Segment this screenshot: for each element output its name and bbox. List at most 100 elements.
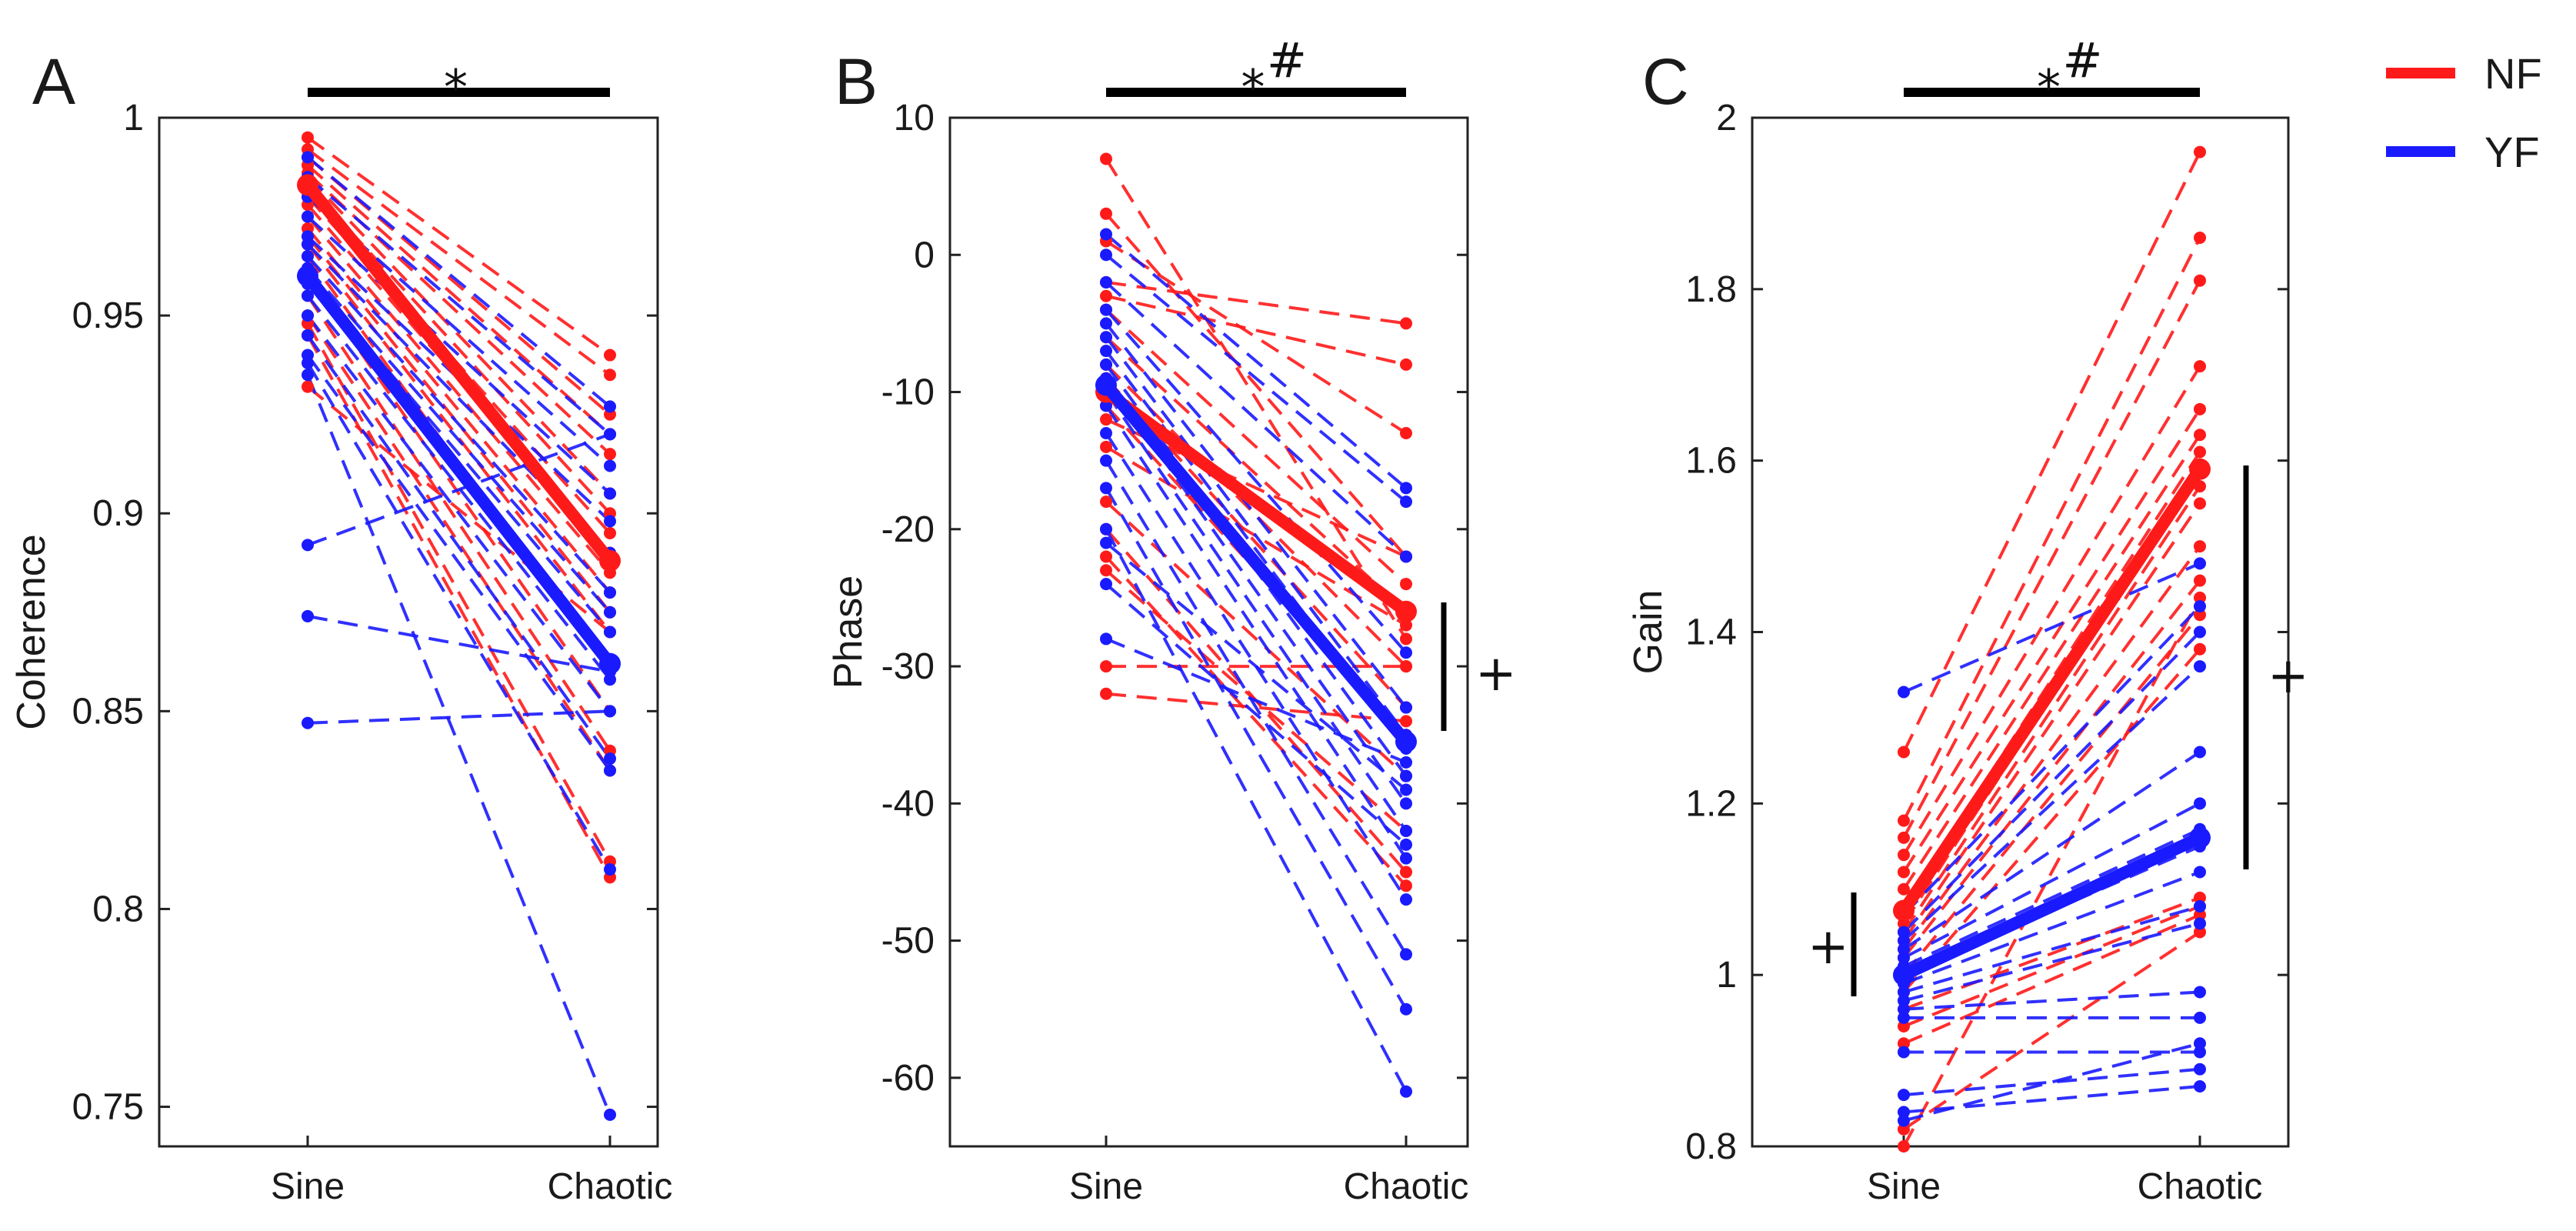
y-axis-label: Phase xyxy=(826,575,871,689)
subject-line-nf xyxy=(306,148,612,376)
subject-line-nf xyxy=(306,175,612,495)
subject-point-yf xyxy=(604,586,616,599)
subject-line-yf xyxy=(1903,870,2201,986)
subject-point-yf xyxy=(1898,994,1910,1007)
subject-point-yf xyxy=(1400,838,1412,851)
subject-point-nf xyxy=(604,349,616,362)
y-tick-label: 1 xyxy=(123,98,144,138)
subject-point-nf xyxy=(1400,427,1412,440)
subject-point-yf xyxy=(604,626,616,639)
subject-point-nf xyxy=(1400,358,1412,371)
subject-point-yf xyxy=(1898,942,1910,956)
subject-point-nf xyxy=(604,526,616,539)
subject-point-nf xyxy=(2194,926,2206,939)
subject-point-yf xyxy=(1100,228,1112,241)
subject-point-yf xyxy=(1898,1114,1910,1127)
subject-point-nf xyxy=(1898,831,1910,844)
subject-point-nf xyxy=(1400,578,1412,591)
subject-line-yf xyxy=(306,175,612,435)
subject-point-yf xyxy=(1100,303,1112,316)
subject-point-yf xyxy=(1100,345,1112,358)
subject-point-yf xyxy=(2194,746,2206,759)
subject-point-yf xyxy=(2194,986,2206,999)
subject-point-yf xyxy=(604,605,616,619)
panel-C: 0.8 1 1.2 1.4 1.6 1.8 2 Sine Chaotic Gain C * # + + xyxy=(1626,32,2309,1207)
subject-point-yf xyxy=(604,752,616,766)
subject-point-yf xyxy=(2194,1080,2206,1093)
subject-line-nf xyxy=(1903,913,2201,1046)
subject-line-nf xyxy=(1902,648,2201,993)
y-tick-label: 1.6 xyxy=(1685,441,1737,482)
y-tick-label: -10 xyxy=(881,372,935,413)
subject-point-nf xyxy=(1898,1020,1910,1033)
subject-line-yf xyxy=(306,235,612,522)
subject-point-yf xyxy=(1898,1046,1910,1059)
subject-point-yf xyxy=(2194,1011,2206,1024)
subject-line-nf xyxy=(1903,896,2201,1011)
subject-point-yf xyxy=(1400,852,1412,865)
mean-point-yf xyxy=(1095,374,1117,396)
mean-point-yf xyxy=(1893,964,1915,986)
subject-point-yf xyxy=(1898,951,1910,964)
subject-line-nf xyxy=(306,275,612,712)
subject-point-nf xyxy=(1100,687,1112,700)
subject-point-yf xyxy=(2194,917,2206,930)
subject-line-yf xyxy=(307,614,611,673)
y-tick-label: 1.8 xyxy=(1685,269,1737,310)
subject-point-yf xyxy=(1100,399,1112,412)
subject-point-yf xyxy=(302,289,314,302)
mean-point-nf xyxy=(297,174,318,196)
subject-point-nf xyxy=(1100,207,1112,220)
x-tick-label: Chaotic xyxy=(548,1166,673,1207)
subject-line-nf xyxy=(1902,930,2201,1131)
subject-line-nf xyxy=(1903,905,2201,1028)
subject-line-yf xyxy=(306,255,612,594)
subject-line-nf xyxy=(1105,280,1407,325)
subject-point-nf xyxy=(2194,429,2206,442)
subject-point-yf xyxy=(1400,893,1412,906)
subject-point-nf xyxy=(1400,632,1412,646)
mean-point-nf xyxy=(1893,899,1915,922)
subject-line-yf xyxy=(306,215,612,495)
subject-line-yf xyxy=(1105,582,1408,846)
subject-point-nf xyxy=(2194,540,2206,553)
panel-B: -60 -50 -40 -30 -20 -10 0 10 Sine Chaotic Phase B * #… xyxy=(826,32,1517,1207)
subject-line-yf xyxy=(1902,631,2201,933)
subject-line-yf xyxy=(1105,336,1408,736)
subject-point-nf xyxy=(1400,619,1412,632)
subject-line-yf xyxy=(1902,665,2201,942)
subject-line-nf xyxy=(306,136,612,357)
subject-point-nf xyxy=(1400,317,1412,330)
subject-point-yf xyxy=(1400,701,1412,714)
subject-line-yf xyxy=(1902,750,2201,951)
subject-point-nf xyxy=(1400,715,1412,728)
subject-point-nf xyxy=(1100,564,1112,577)
y-tick-label: -20 xyxy=(881,509,935,550)
subject-line-yf xyxy=(1105,459,1408,956)
subject-line-yf xyxy=(1105,637,1407,764)
subject-point-yf xyxy=(1400,783,1412,796)
subject-point-yf xyxy=(1100,317,1112,330)
subject-line-yf xyxy=(306,334,612,760)
subject-point-nf xyxy=(2194,360,2206,373)
subject-point-yf xyxy=(1100,454,1112,467)
subject-point-nf xyxy=(2194,402,2206,415)
subject-point-yf xyxy=(2194,1063,2206,1076)
subject-point-yf xyxy=(1100,331,1112,344)
subject-point-yf xyxy=(302,329,314,342)
legend: NF YF xyxy=(2386,49,2542,176)
subject-line-yf xyxy=(1903,562,2201,694)
y-tick-label: 1.4 xyxy=(1685,612,1737,653)
subject-point-yf xyxy=(2194,626,2206,639)
subject-line-yf xyxy=(1105,232,1408,489)
subject-point-yf xyxy=(1400,756,1412,769)
subject-point-yf xyxy=(2194,1046,2206,1059)
subject-point-yf xyxy=(1400,1002,1412,1016)
y-tick-label: -50 xyxy=(881,921,935,962)
significance-asterisk: * xyxy=(1241,59,1265,115)
subject-line-yf xyxy=(1903,922,2201,1002)
y-tick-label: 1.2 xyxy=(1685,783,1737,824)
subject-point-yf xyxy=(1100,275,1112,289)
subject-point-yf xyxy=(2194,900,2206,913)
subject-point-yf xyxy=(1400,550,1412,563)
